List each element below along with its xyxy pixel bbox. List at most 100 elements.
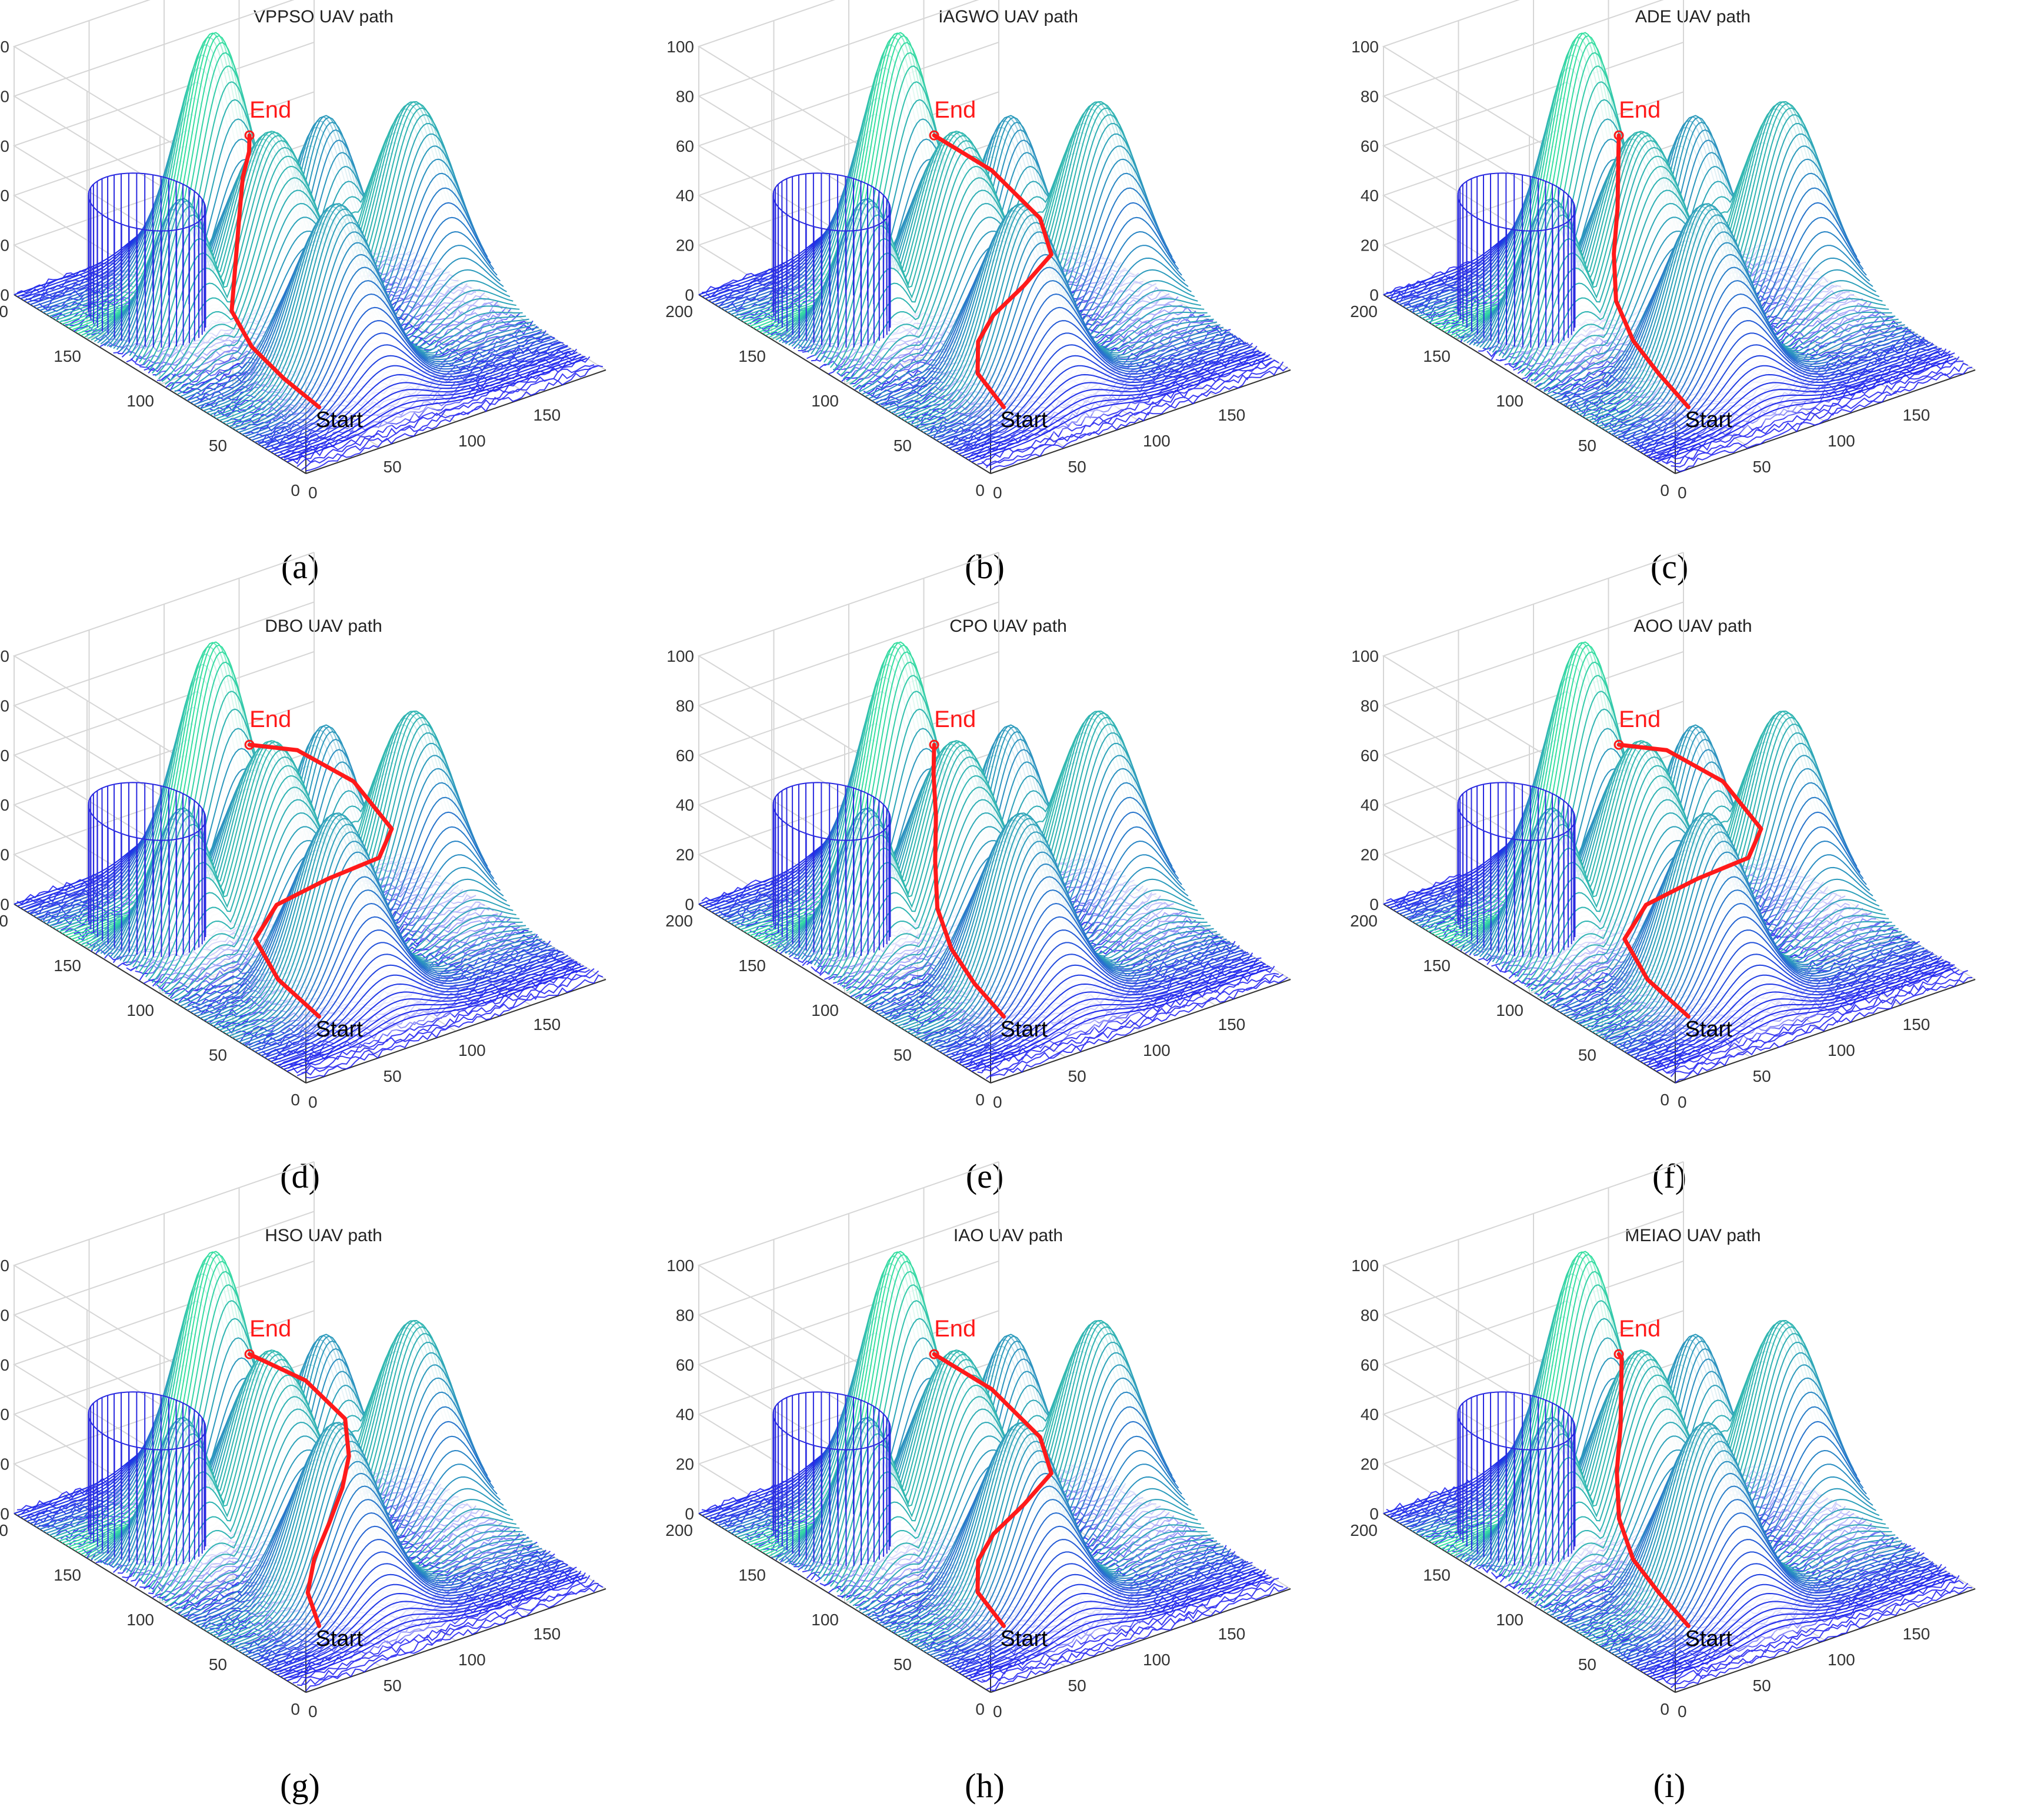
chart-svg: AOO UAV path0204060801000501001502000501… xyxy=(1350,552,1976,1111)
y-tick-label: 100 xyxy=(811,1001,839,1019)
y-tick-label: 50 xyxy=(1578,1046,1596,1064)
y-tick-label: 200 xyxy=(0,1521,8,1539)
x-tick-label: 0 xyxy=(1678,484,1687,502)
uav-path xyxy=(931,742,1006,1019)
panel-caption: (e) xyxy=(965,1157,1004,1195)
obstacle-cylinder xyxy=(88,782,206,957)
obstacle-cylinder xyxy=(772,782,891,957)
x-tick-label: 50 xyxy=(384,1676,402,1695)
y-tick-label: 0 xyxy=(291,1700,300,1718)
chart-panel: VPPSO UAV path02040608010005010015020005… xyxy=(0,0,647,594)
y-tick-label: 50 xyxy=(894,1046,912,1064)
z-tick-label: 0 xyxy=(685,1505,694,1523)
x-tick-label: 0 xyxy=(308,1702,318,1721)
obstacle-cylinder xyxy=(88,1391,206,1566)
x-tick-label: 100 xyxy=(1143,432,1171,450)
x-tick-label: 50 xyxy=(1068,1676,1086,1695)
z-tick-label: 60 xyxy=(1361,746,1379,765)
z-tick-label: 20 xyxy=(0,846,9,864)
x-tick-label: 150 xyxy=(534,1015,561,1034)
chart-svg: MEIAO UAV path02040608010005010015020005… xyxy=(1350,1161,1976,1721)
x-tick-label: 100 xyxy=(1143,1041,1171,1059)
end-marker xyxy=(1613,739,1624,750)
panel-caption: (a) xyxy=(281,548,319,586)
y-tick-label: 150 xyxy=(738,347,766,365)
x-tick-label: 0 xyxy=(1678,1702,1687,1721)
end-label: End xyxy=(934,706,976,732)
y-tick-label: 100 xyxy=(811,392,839,410)
y-tick-label: 50 xyxy=(1578,1655,1596,1674)
panel-caption: (f) xyxy=(1652,1157,1686,1195)
chart-svg: HSO UAV path0204060801000501001502000501… xyxy=(0,1161,606,1721)
z-tick-label: 20 xyxy=(0,236,9,255)
chart-title: HSO UAV path xyxy=(265,1226,382,1245)
chart-panel: CPO UAV path 0 20 40 60 80 100 0 50 100 150 200 0 50 1… xyxy=(665,552,1332,1204)
z-tick-label: 0 xyxy=(0,895,9,914)
z-tick-label: 60 xyxy=(676,1356,694,1374)
chart-panel: HSO UAV path0204060801000501001502000501… xyxy=(0,1161,647,1813)
uav-path xyxy=(229,133,321,409)
z-tick-label: 100 xyxy=(666,38,694,56)
z-tick-label: 80 xyxy=(0,696,9,715)
x-tick-label: 0 xyxy=(993,1702,1002,1721)
x-tick-label: 50 xyxy=(1068,1067,1086,1085)
chart-panel: IAO UAV path 0 20 40 60 80 100 0 50 100 150 200 0 50 1… xyxy=(665,1161,1332,1813)
z-tick-label: 0 xyxy=(1369,1505,1379,1523)
z-tick-label: 20 xyxy=(1361,236,1379,255)
z-tick-label: 100 xyxy=(0,38,9,56)
x-tick-label: 0 xyxy=(308,1093,318,1111)
y-tick-label: 100 xyxy=(126,1001,154,1019)
uav-path xyxy=(1616,742,1763,1019)
y-tick-label: 100 xyxy=(1496,1001,1523,1019)
x-tick-label: 0 xyxy=(1678,1093,1687,1111)
y-tick-label: 200 xyxy=(1350,302,1378,321)
x-tick-label: 50 xyxy=(1068,458,1086,476)
chart-panel: ADE UAV path 0 20 40 60 80 100 0 50 100 150 200 0 50 1… xyxy=(1350,0,2016,594)
terrain-surface xyxy=(698,641,1272,1072)
obstacle-cylinder xyxy=(772,172,891,348)
uav-path xyxy=(932,133,1053,409)
z-tick-label: 40 xyxy=(676,186,694,205)
end-label: End xyxy=(934,1316,976,1342)
z-tick-label: 80 xyxy=(676,1306,694,1324)
panel-caption: (h) xyxy=(965,1766,1005,1805)
z-tick-label: 60 xyxy=(0,746,9,765)
chart-svg: CPO UAV path0204060801000501001502000501… xyxy=(665,552,1291,1111)
z-tick-label: 0 xyxy=(1369,286,1379,304)
y-tick-label: 200 xyxy=(665,912,693,930)
z-tick-label: 100 xyxy=(1351,647,1379,665)
start-label: Start xyxy=(316,1626,364,1651)
end-label: End xyxy=(1619,1316,1661,1342)
x-tick-label: 100 xyxy=(458,432,486,450)
end-marker xyxy=(929,130,939,141)
y-tick-label: 0 xyxy=(1660,1700,1669,1718)
end-marker xyxy=(244,1349,255,1359)
x-tick-label: 50 xyxy=(1753,458,1771,476)
y-tick-label: 200 xyxy=(1350,912,1378,930)
z-tick-label: 60 xyxy=(0,137,9,155)
z-tick-label: 80 xyxy=(0,87,9,105)
z-tick-label: 20 xyxy=(1361,846,1379,864)
y-tick-label: 0 xyxy=(1660,1091,1669,1109)
x-tick-label: 100 xyxy=(458,1651,486,1669)
z-tick-label: 0 xyxy=(1369,895,1379,914)
terrain-surface xyxy=(698,1251,1272,1682)
z-tick-label: 0 xyxy=(0,1505,9,1523)
end-label: End xyxy=(249,706,291,732)
x-tick-label: 100 xyxy=(1828,1041,1855,1059)
start-label: Start xyxy=(1001,1017,1048,1042)
y-tick-label: 150 xyxy=(54,1566,81,1584)
x-tick-label: 100 xyxy=(1143,1651,1171,1669)
chart-svg: DBO UAV path0204060801000501001502000501… xyxy=(0,552,606,1111)
x-tick-label: 150 xyxy=(1903,1625,1931,1643)
end-marker xyxy=(929,739,939,750)
end-label: End xyxy=(249,1316,291,1342)
y-tick-label: 150 xyxy=(1423,347,1451,365)
panel-caption: (d) xyxy=(280,1157,320,1195)
z-tick-label: 80 xyxy=(676,87,694,105)
y-tick-label: 100 xyxy=(811,1611,839,1629)
y-tick-label: 150 xyxy=(1423,1566,1451,1584)
z-tick-label: 40 xyxy=(1361,186,1379,205)
x-tick-label: 0 xyxy=(308,484,318,502)
